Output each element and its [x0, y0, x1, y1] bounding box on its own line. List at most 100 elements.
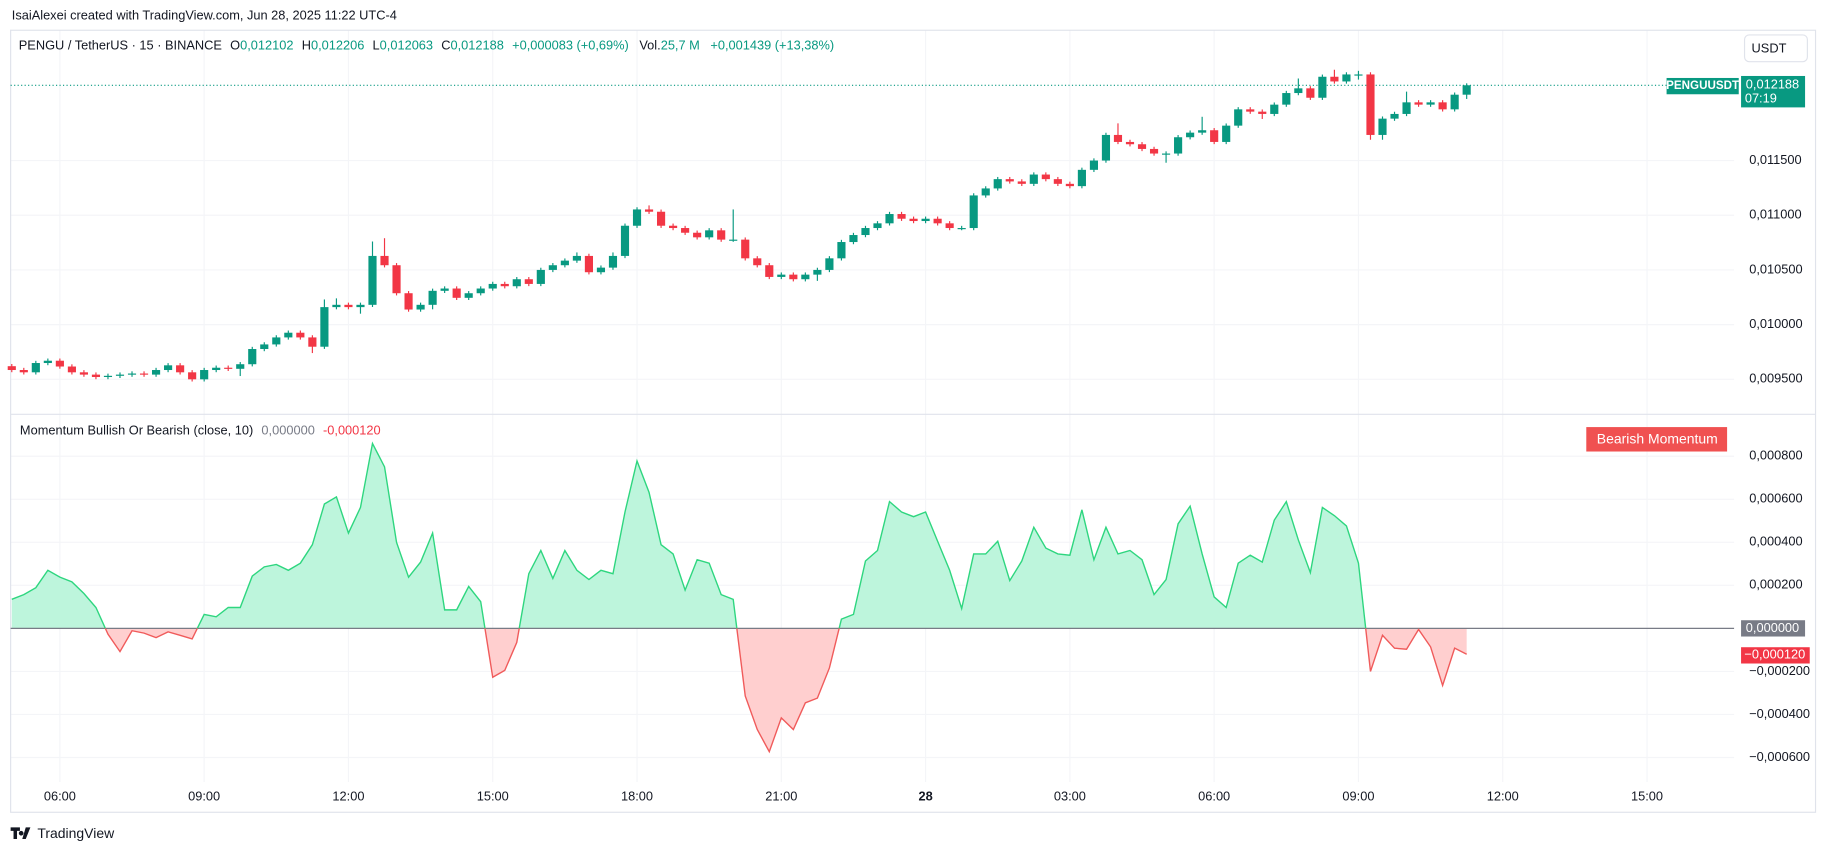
candle-body	[200, 370, 209, 380]
x-tick-label: 18:00	[621, 789, 653, 804]
candle-body	[392, 265, 401, 294]
candle-body	[861, 228, 870, 236]
candle-body	[741, 239, 750, 259]
x-tick-label: 12:00	[1487, 789, 1519, 804]
candle-body	[43, 360, 52, 364]
candle-body	[1137, 144, 1147, 149]
labels-layer: 06:00 09:00 12:00 15:00 18:00 21:00 28 03:00 06:…	[44, 75, 1810, 804]
candle-body	[1318, 76, 1327, 98]
last-symbol: PENGUUSDT	[1666, 79, 1739, 92]
indicator-name: Momentum Bullish Or Bearish (close, 10)	[20, 423, 253, 438]
candle-body	[1234, 109, 1243, 126]
candle-body	[584, 255, 593, 273]
candle-body	[1174, 137, 1183, 154]
candle-body	[1149, 148, 1159, 154]
candle-body	[957, 228, 966, 230]
zero-value-box	[1741, 620, 1806, 637]
candle-body	[885, 214, 894, 224]
y-tick-label: 0,011500	[1749, 152, 1801, 167]
symbol: PENGU / TetherUS · 15 · BINANCE	[19, 38, 222, 53]
candle-body	[681, 228, 690, 233]
candle-body	[1077, 169, 1086, 187]
candle-body	[656, 211, 666, 226]
candle-body	[1438, 102, 1447, 110]
candle-body	[1450, 94, 1459, 110]
legend-value: 0,012063	[380, 38, 433, 53]
candle-body	[608, 255, 618, 268]
x-tick-label: 06:00	[1198, 789, 1230, 804]
indicator-value: -0,000120	[323, 423, 381, 438]
candle-body	[813, 269, 822, 275]
candle-body	[7, 366, 16, 371]
candle-body	[644, 209, 654, 212]
candle-body	[1378, 118, 1387, 135]
currency-button[interactable]	[1743, 34, 1808, 63]
x-tick-label: 06:00	[44, 789, 76, 804]
candle-body	[368, 255, 377, 305]
indicator-legend: Momentum Bullish Or Bearish (close, 10) …	[20, 423, 381, 438]
candle-body	[1041, 174, 1050, 180]
candle-body	[356, 304, 365, 308]
momentum-line-negative	[104, 628, 1467, 754]
candle-body	[308, 337, 317, 347]
candle-body	[693, 232, 702, 238]
candle-body	[921, 218, 930, 222]
candle-body	[933, 218, 942, 224]
legend-label: H	[302, 38, 311, 53]
candle-body	[464, 293, 473, 298]
logo: TradingView	[10, 825, 115, 841]
candle-body	[1113, 134, 1123, 142]
candle-body	[248, 349, 257, 365]
candle-body	[380, 255, 389, 266]
currency-label[interactable]: USDT	[1752, 40, 1787, 55]
countdown: 07:19	[1745, 91, 1777, 106]
candle-body	[596, 267, 606, 273]
candle-body	[115, 374, 125, 376]
candle-body	[1246, 109, 1255, 112]
candle-body	[1402, 102, 1411, 114]
x-tick-label: 12:00	[332, 789, 364, 804]
candle-body	[1065, 183, 1074, 187]
y-tick-label: −0,000400	[1749, 706, 1810, 721]
candle-body	[789, 274, 798, 280]
legend-value: 0,012206	[311, 38, 364, 53]
candle-body	[1101, 134, 1111, 161]
last-price: 0,012188	[1746, 77, 1799, 92]
candle-body	[176, 365, 185, 373]
candle-body	[705, 230, 714, 238]
candle-body	[284, 332, 293, 338]
legend-value: 0,012188	[451, 38, 504, 53]
candle-body	[260, 344, 269, 350]
candle-body	[1198, 130, 1207, 133]
candle-body	[512, 279, 521, 287]
candle-body	[1053, 179, 1062, 184]
candle-body	[1005, 179, 1014, 182]
y-tick-label: 0,009500	[1749, 371, 1802, 386]
indicator-value: 0,000000	[261, 423, 314, 438]
candle-body	[536, 269, 545, 284]
candle-body	[981, 188, 990, 196]
candle-body	[1366, 74, 1375, 135]
candle-body	[1462, 85, 1471, 95]
candle-body	[1306, 88, 1315, 98]
y-tick-label: 0,010000	[1749, 316, 1802, 331]
y-tick-label: 0,000200	[1749, 577, 1802, 592]
y-tick-label: 0,000800	[1749, 448, 1802, 463]
candle-body	[669, 225, 678, 229]
volume-label: Vol.	[639, 38, 660, 53]
candle-body	[1426, 102, 1435, 105]
candle-body	[188, 372, 197, 380]
candle-body	[476, 288, 485, 294]
legend-label: C	[441, 38, 450, 53]
candle-body	[164, 365, 173, 371]
candle-body	[332, 304, 341, 308]
signal-label: Bearish Momentum	[1597, 431, 1718, 447]
candle-body	[825, 258, 834, 270]
candle-body	[753, 258, 762, 266]
candle-body	[560, 260, 569, 266]
candle-body	[404, 293, 413, 310]
candle-body	[1029, 174, 1038, 184]
candle-body	[103, 375, 113, 378]
candle-body	[91, 374, 101, 378]
